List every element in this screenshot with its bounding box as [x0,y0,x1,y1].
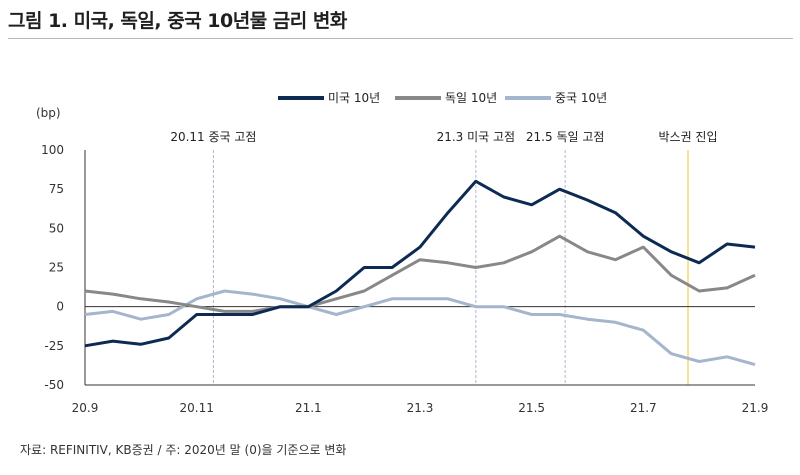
y-tick-label: 75 [49,182,64,196]
figure-title: 그림 1. 미국, 독일, 중국 10년물 금리 변화 [8,10,347,32]
annotation-label: 박스권 진입 [658,130,717,144]
title-divider [8,38,793,39]
legend-label: 미국 10년 [328,91,380,105]
y-axis-ticks: 100 75 50 25 0 -25 -50 [41,143,64,392]
y-tick-label: 0 [56,300,64,314]
axes [84,150,755,386]
annotation-label: 21.5 독일 고점 [526,130,605,144]
x-tick-label: 21.5 [518,401,545,415]
annotation-label: 20.11 중국 고점 [170,130,256,144]
y-tick-label: 25 [49,261,64,275]
x-tick-label: 21.1 [295,401,322,415]
chart-legend: 미국 10년 독일 10년 중국 10년 [278,91,607,105]
series-lines [84,179,756,367]
legend-label: 독일 10년 [445,91,497,105]
y-tick-label: -50 [44,378,64,392]
y-tick-label: 100 [41,143,64,157]
y-tick-label: 50 [49,221,64,235]
x-tick-label: 21.3 [407,401,434,415]
y-tick-label: -25 [44,339,64,353]
x-tick-label: 20.9 [72,401,99,415]
x-tick-label: 21.7 [630,401,657,415]
series-line-cn [84,289,756,367]
legend-label: 중국 10년 [555,91,607,105]
series-line-de [84,234,756,313]
annotations: 20.11 중국 고점 21.3 미국 고점 21.5 독일 고점 박스권 진입 [170,130,718,385]
series-line-us [84,179,756,348]
y-axis-label: (bp) [36,106,61,120]
annotation-label: 21.3 미국 고점 [437,130,516,144]
source-note: 자료: REFINITIV, KB증권 / 주: 2020년 말 (0)을 기준… [20,443,347,457]
x-tick-label: 20.11 [179,401,213,415]
x-axis-ticks: 20.9 20.11 21.1 21.3 21.5 21.7 21.9 [72,401,769,415]
x-tick-label: 21.9 [742,401,769,415]
